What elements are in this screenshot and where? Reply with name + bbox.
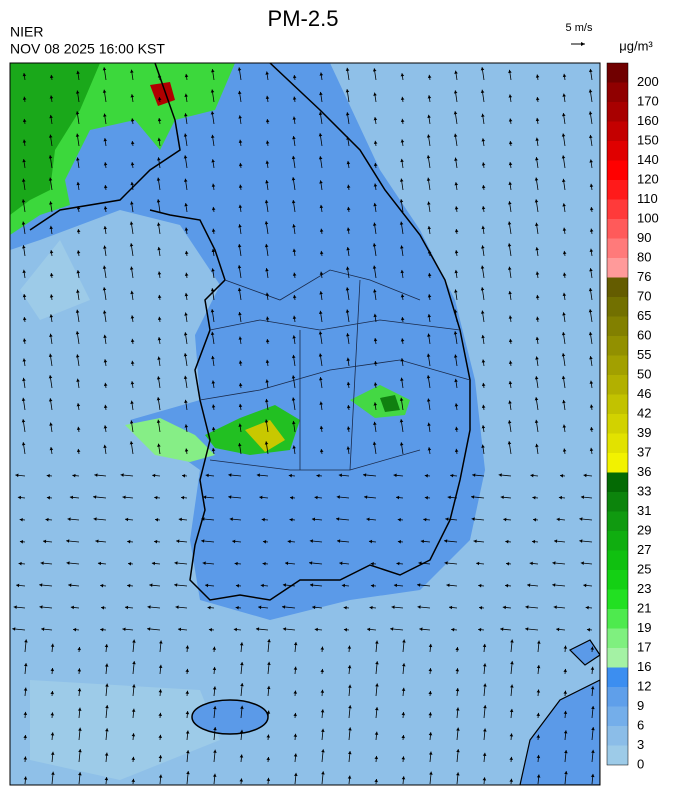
colorbar: 0369121617192123252729313336373942465055… (607, 63, 659, 771)
color-block (607, 453, 628, 473)
colorbar-label: 140 (637, 152, 659, 167)
color-block (607, 239, 628, 259)
color-block (607, 258, 628, 278)
color-block (607, 297, 628, 317)
colorbar-label: 29 (637, 522, 651, 537)
colorbar-label: 39 (637, 425, 651, 440)
map (10, 63, 600, 785)
title: PM-2.5 (268, 6, 339, 31)
color-block (607, 590, 628, 610)
colorbar-label: 21 (637, 600, 651, 615)
colorbar-label: 80 (637, 249, 651, 264)
color-block (607, 200, 628, 220)
agency: NIER (10, 24, 43, 40)
color-block (607, 278, 628, 298)
timestamp: NOV 08 2025 16:00 KST (10, 41, 165, 57)
color-block (607, 395, 628, 415)
colorbar-label: 42 (637, 405, 651, 420)
color-block (607, 122, 628, 142)
colorbar-label: 110 (637, 191, 658, 206)
color-block (607, 707, 628, 727)
color-block (607, 83, 628, 103)
colorbar-label: 46 (637, 386, 651, 401)
colorbar-label: 160 (637, 113, 659, 128)
color-block (607, 161, 628, 181)
colorbar-label: 9 (637, 698, 644, 713)
color-block (607, 492, 628, 512)
color-block (607, 434, 628, 454)
color-block (607, 219, 628, 239)
colorbar-label: 33 (637, 483, 651, 498)
colorbar-label: 50 (637, 366, 651, 381)
colorbar-label: 55 (637, 347, 651, 362)
colorbar-label: 36 (637, 464, 651, 479)
colorbar-label: 6 (637, 717, 644, 732)
colorbar-label: 27 (637, 542, 651, 557)
color-block (607, 648, 628, 668)
color-block (607, 473, 628, 493)
colorbar-label: 23 (637, 581, 651, 596)
color-block (607, 531, 628, 551)
color-block (607, 141, 628, 161)
colorbar-label: 25 (637, 561, 651, 576)
colorbar-label: 31 (637, 503, 651, 518)
colorbar-label: 3 (637, 737, 644, 752)
colorbar-label: 200 (637, 74, 659, 89)
colorbar-label: 170 (637, 93, 659, 108)
color-block (607, 551, 628, 571)
color-block (607, 746, 628, 766)
colorbar-label: 100 (637, 210, 659, 225)
color-block (607, 317, 628, 337)
color-block (607, 512, 628, 532)
color-block (607, 180, 628, 200)
color-block (607, 414, 628, 434)
wind-scale-arrowhead (581, 42, 585, 46)
color-block (607, 687, 628, 707)
colorbar-label: 65 (637, 308, 651, 323)
color-block (607, 375, 628, 395)
colorbar-label: 37 (637, 444, 651, 459)
color-block (607, 726, 628, 746)
colorbar-label: 70 (637, 288, 651, 303)
color-block (607, 102, 628, 122)
colorbar-label: 150 (637, 132, 659, 147)
colorbar-label: 60 (637, 327, 651, 342)
colorbar-label: 12 (637, 678, 651, 693)
colorbar-label: 90 (637, 230, 651, 245)
jeju-island (192, 700, 268, 734)
color-block (607, 570, 628, 590)
color-block (607, 356, 628, 376)
color-block (607, 668, 628, 688)
colorbar-label: 19 (637, 620, 651, 635)
color-block (607, 629, 628, 649)
colorbar-label: 0 (637, 756, 644, 771)
colorbar-label: 17 (637, 639, 651, 654)
color-block (607, 63, 628, 83)
colorbar-label: 16 (637, 659, 651, 674)
wind-scale: 5 m/s (566, 22, 593, 34)
color-block (607, 336, 628, 356)
unit: μg/m³ (619, 38, 653, 53)
colorbar-label: 120 (637, 171, 659, 186)
colorbar-label: 76 (637, 269, 651, 284)
color-block (607, 609, 628, 629)
